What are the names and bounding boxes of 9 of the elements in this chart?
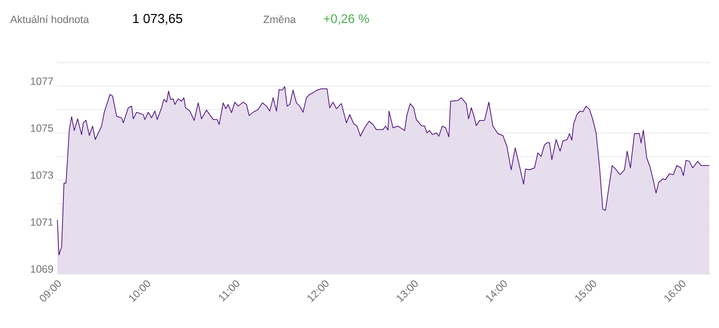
y-tick-label: 1073 [30, 171, 54, 179]
text: +0,26 % [324, 14, 369, 25]
text: 1 073,65 [133, 14, 182, 25]
text: Změna [264, 15, 296, 24]
text: Aktuální hodnota [10, 15, 89, 24]
y-tick-label: 1069 [30, 265, 53, 273]
y-tick-label: 1071 [30, 218, 53, 226]
y-tick-label: 1077 [30, 77, 53, 85]
y-tick-label: 1075 [30, 124, 54, 132]
